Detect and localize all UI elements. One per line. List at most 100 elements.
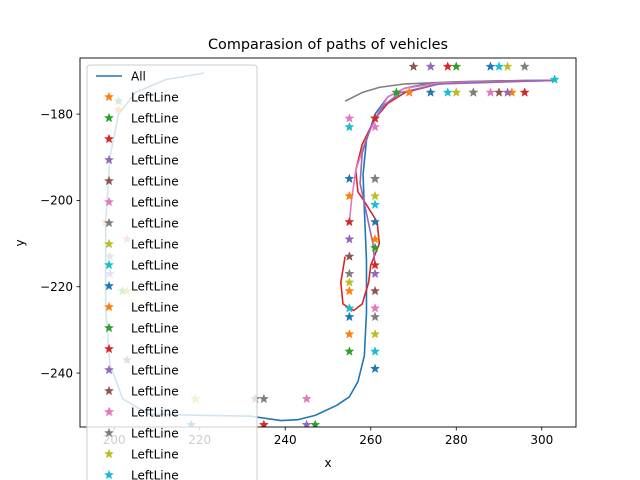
legend-swatch-star [103, 427, 115, 438]
legend-swatch-star [103, 238, 115, 249]
marker-star-8-0 [344, 121, 355, 132]
marker-star-9-5 [485, 61, 496, 71]
marker-star-1-1 [369, 242, 381, 253]
marker-star-1-0 [344, 346, 355, 356]
legend-swatch-star [103, 322, 115, 333]
legend-label: LeftLine [131, 322, 179, 336]
legend-label: LeftLine [131, 259, 179, 273]
marker-star-6-0 [344, 268, 355, 279]
x-tick-label: 260 [359, 433, 382, 447]
path-line-4 [359, 79, 555, 266]
legend-label: LeftLine [131, 385, 179, 399]
x-tick-label: 300 [530, 433, 553, 447]
legend-swatch-star [103, 175, 115, 186]
legend-swatch-star [103, 406, 115, 417]
marker-star-9-0 [344, 173, 355, 184]
marker-star-2-3 [442, 61, 453, 71]
legend-swatch-star [103, 385, 115, 396]
marker-star-6-2 [369, 173, 381, 184]
marker-star-0-2 [344, 328, 355, 339]
legend-label: LeftLine [131, 427, 179, 441]
legend-label: LeftLine [131, 364, 179, 378]
legend-swatch-star [103, 112, 115, 123]
y-tick-label: −220 [40, 280, 73, 294]
legend-label: LeftLine [131, 154, 179, 168]
plot-frame [79, 57, 577, 428]
legend-label: LeftLine [131, 469, 179, 480]
marker-star-0-5 [404, 87, 415, 97]
marker-star-3-1 [369, 268, 381, 279]
legend-swatch-star [103, 469, 115, 480]
legend-label: LeftLine [131, 238, 179, 252]
marker-star-9-3 [369, 363, 381, 374]
marker-star-4-1 [369, 285, 381, 296]
legend: All LeftLine LeftLine LeftLine LeftLine LeftL… [86, 64, 258, 480]
marker-star-2-4 [519, 87, 530, 97]
marker-star-5-4 [301, 393, 312, 404]
marker-star-4-4 [493, 87, 505, 97]
marker-star-7-0 [344, 277, 355, 287]
marker-star-7-3 [451, 87, 462, 97]
legend-swatch-star [103, 280, 115, 291]
marker-star-1-4 [391, 87, 402, 97]
marker-star-7-4 [502, 61, 513, 71]
legend-swatch-star [103, 217, 115, 228]
marker-star-6-5 [258, 393, 269, 404]
y-tick-label: −240 [40, 366, 73, 380]
x-tick-label: 240 [274, 433, 297, 447]
legend-swatch-star [103, 448, 115, 459]
legend-label: LeftLine [131, 280, 179, 294]
marker-star-4-0 [344, 251, 355, 261]
path-line-2 [340, 79, 555, 312]
marker-star-8-2 [369, 199, 381, 210]
marker-star-9-1 [344, 311, 355, 322]
legend-swatch-star [103, 301, 115, 312]
legend-swatch-star [103, 91, 115, 102]
y-axis-label: y [13, 239, 27, 246]
legend-swatch-star [103, 154, 115, 165]
marker-star-6-3 [468, 87, 479, 97]
marker-star-5-3 [485, 87, 496, 97]
legend-label: LeftLine [131, 217, 179, 231]
marker-star-2-0 [344, 216, 355, 227]
marker-star-7-1 [369, 328, 381, 339]
marker-star-5-0 [344, 113, 355, 123]
legend-label: LeftLine [131, 301, 179, 315]
marker-star-3-4 [425, 61, 436, 71]
legend-label: LeftLine [131, 175, 179, 189]
marker-star-3-0 [344, 233, 355, 244]
marker-star-8-3 [369, 346, 381, 356]
marker-star-6-1 [369, 311, 381, 322]
marker-star-9-4 [425, 87, 436, 97]
y-tick-label: −200 [40, 194, 73, 208]
x-tick-label: 280 [445, 433, 468, 447]
marker-star-5-1 [369, 121, 381, 132]
legend-swatch-star [103, 259, 115, 270]
legend-box [86, 64, 258, 480]
x-axis-label: x [324, 456, 331, 470]
marker-star-8-6 [549, 74, 560, 84]
legend-label: LeftLine [131, 406, 179, 420]
legend-label: LeftLine [131, 343, 179, 357]
marker-star-5-2 [369, 303, 381, 313]
marker-star-8-4 [493, 61, 505, 71]
chart-title: Comparasion of paths of vehicles [208, 37, 448, 53]
marker-star-2-1 [369, 259, 381, 270]
legend-label: LeftLine [131, 91, 179, 105]
marker-star-0-3 [369, 233, 381, 244]
legend-swatch-star [103, 343, 115, 354]
legend-label: LeftLine [131, 448, 179, 462]
legend-swatch-star [103, 196, 115, 207]
marker-star-2-2 [369, 113, 381, 123]
marker-star-3-3 [502, 87, 513, 97]
marker-star-4-3 [408, 61, 419, 71]
marker-star-9-2 [369, 216, 381, 227]
marker-star-8-5 [442, 87, 453, 97]
legend-swatch-star [103, 364, 115, 375]
y-axis: −240 −220 −200 −180 [40, 107, 80, 380]
legend-label: LeftLine [131, 112, 179, 126]
legend-label: LeftLine [131, 133, 179, 147]
marker-star-6-4 [519, 61, 530, 71]
marker-star-1-5 [451, 61, 462, 71]
